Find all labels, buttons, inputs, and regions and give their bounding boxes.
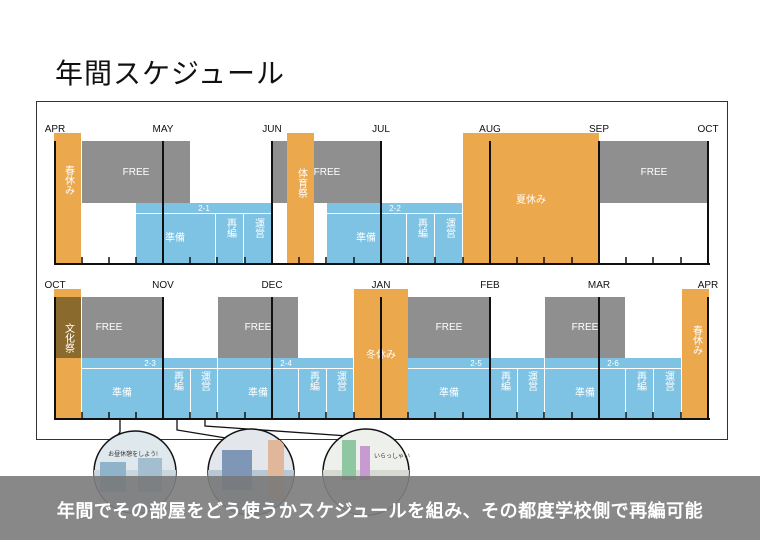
task-block: [216, 214, 243, 263]
week-ticks: [81, 257, 682, 264]
month-label: JUL: [372, 124, 390, 135]
task-label: 準備: [112, 386, 132, 399]
task-block: [163, 369, 190, 419]
holiday-block: [54, 133, 81, 263]
task-block: [545, 369, 625, 419]
free-block: [545, 297, 625, 358]
holiday-block: [682, 289, 709, 419]
caption-bar: 年間でその部屋をどう使うかスケジュールを組み、その都度学校側で再編可能: [0, 476, 760, 540]
event-overlap: [54, 297, 81, 358]
month-label: APR: [698, 280, 719, 291]
task-block: [191, 369, 217, 419]
task-block: [654, 369, 681, 419]
term-header: [136, 203, 271, 213]
free-block-label: FREE: [641, 167, 668, 178]
holiday-label: 夏休み: [516, 194, 546, 206]
month-label: DEC: [261, 280, 282, 291]
month-label: AUG: [479, 124, 501, 135]
task-label-vertical: 再編: [308, 371, 320, 391]
task-block: [136, 214, 215, 263]
task-label: 準備: [165, 231, 185, 244]
event-label-vertical: 体育祭: [296, 168, 308, 198]
task-label-vertical: 運営: [526, 371, 538, 392]
week-ticks: [81, 412, 682, 419]
month-label: MAR: [588, 280, 610, 291]
task-block: [218, 369, 298, 419]
task-label: 準備: [575, 386, 595, 399]
month-dividers: [54, 297, 709, 419]
holiday-block: [463, 133, 599, 263]
free-block: [218, 297, 298, 358]
photo-bubble-text: いらっしゃい: [374, 453, 410, 460]
month-label: APR: [45, 124, 66, 135]
holiday-label-vertical: 春休み: [691, 325, 703, 355]
task-label: 準備: [248, 386, 268, 399]
task-label-vertical: 運営: [253, 218, 265, 239]
month-label: MAY: [153, 124, 174, 135]
task-label-vertical: 再編: [416, 218, 428, 238]
task-block: [408, 369, 490, 419]
event-label-vertical: 文化祭: [63, 322, 75, 353]
page-title: 年間スケジュール: [55, 58, 286, 89]
free-block-label: FREE: [245, 322, 272, 333]
task-label-vertical: 再編: [499, 371, 511, 391]
task-label-vertical: 運営: [444, 218, 456, 239]
task-label-vertical: 再編: [225, 218, 237, 238]
task-label-vertical: 再編: [635, 371, 647, 391]
term-label: 2-4: [280, 359, 292, 368]
term-header: [545, 358, 681, 368]
month-label: FEB: [480, 280, 500, 291]
term-label: 2-2: [389, 204, 401, 213]
free-block: [408, 297, 490, 358]
free-block-label: FREE: [96, 322, 123, 333]
month-label: SEP: [589, 124, 609, 135]
task-block: [327, 369, 353, 419]
task-label-vertical: 運営: [199, 371, 211, 392]
task-block: [407, 214, 434, 263]
task-label: 準備: [356, 231, 376, 244]
month-label: OCT: [697, 124, 718, 135]
month-label: JUN: [262, 124, 281, 135]
term-label: 2-3: [144, 359, 156, 368]
term-label: 2-1: [198, 204, 210, 213]
month-dividers: [54, 141, 709, 264]
month-label: OCT: [44, 280, 65, 291]
free-block-label: FREE: [314, 167, 341, 178]
task-label: 準備: [439, 386, 459, 399]
schedule-row-1: APR MAY JUN JUL AUG SEP OCT FREE FREE FR…: [45, 124, 719, 265]
term-label: 2-5: [470, 359, 482, 368]
task-block: [82, 369, 162, 419]
term-header: [218, 358, 353, 368]
month-label: JAN: [372, 280, 391, 291]
free-block-label: FREE: [123, 167, 150, 178]
term-header: [327, 203, 462, 213]
task-label-vertical: 運営: [335, 371, 347, 392]
holiday-label-vertical: 春休み: [63, 165, 75, 195]
task-block: [327, 214, 406, 263]
free-block-label: FREE: [572, 322, 599, 333]
free-block-label: FREE: [436, 322, 463, 333]
free-block: [82, 297, 162, 358]
task-block: [518, 369, 544, 419]
task-block: [299, 369, 326, 419]
task-block: [244, 214, 271, 263]
caption-text: 年間でその部屋をどう使うかスケジュールを組み、その都度学校側で再編可能: [56, 501, 704, 521]
free-block: [82, 141, 190, 203]
task-block: [626, 369, 653, 419]
schedule-row-2: OCT NOV DEC JAN FEB MAR APR FREE FREE FR…: [44, 280, 719, 420]
term-header: [82, 358, 217, 368]
photo-bubble-text: お昼休憩をしよう!: [108, 450, 158, 458]
task-block: [435, 214, 462, 263]
term-label: 2-6: [607, 359, 619, 368]
term-header: [408, 358, 544, 368]
month-label: NOV: [152, 280, 174, 291]
task-label-vertical: 運営: [663, 371, 675, 392]
task-label-vertical: 再編: [172, 371, 184, 391]
free-block: [600, 141, 708, 203]
event-block: [287, 133, 314, 263]
task-block: [491, 369, 517, 419]
